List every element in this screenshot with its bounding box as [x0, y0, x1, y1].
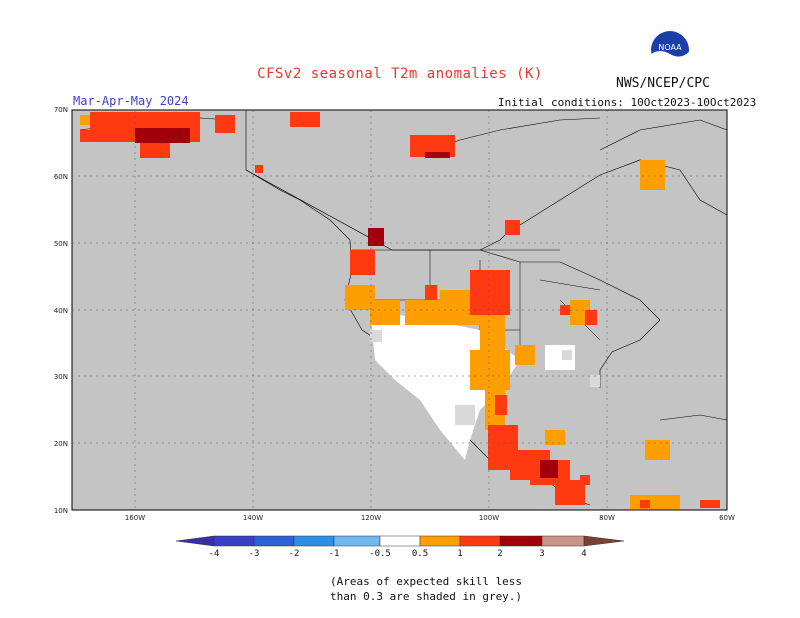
anomaly-darkred: [135, 128, 558, 478]
lat-labels: 70N 60N 50N 40N 30N 20N 10N: [54, 106, 68, 515]
initial-conditions: Initial conditions: 10Oct2023-10Oct2023: [498, 96, 757, 109]
legend-label: -4: [209, 549, 220, 559]
low-skill-grey: [370, 330, 600, 425]
footnote: (Areas of expected skill less than 0.3 a…: [330, 574, 550, 604]
legend-label: 3: [539, 549, 544, 559]
lon-label-100w: 100W: [479, 514, 499, 522]
agency-label: NWS/NCEP/CPC: [616, 76, 710, 91]
lon-label-80w: 80W: [599, 514, 615, 522]
footnote-line-1: (Areas of expected skill less: [330, 575, 523, 588]
noaa-logo: NOAA: [650, 30, 690, 70]
lat-label-30n: 30N: [54, 373, 68, 381]
legend-swatch-neutral: [379, 535, 421, 547]
legend-swatch-2-3: [499, 535, 543, 547]
legend-label: -1: [329, 549, 340, 559]
legend-swatch-below-4: [175, 535, 215, 547]
legend-label: 4: [581, 549, 586, 559]
legend-swatch-3-4: [541, 535, 585, 547]
graticule: [72, 110, 727, 510]
legend-swatch-4-3: [213, 535, 255, 547]
lon-label-140w: 140W: [243, 514, 263, 522]
lon-label-160w: 160W: [125, 514, 145, 522]
legend-label: 0.5: [412, 549, 428, 559]
legend-label: -2: [289, 549, 300, 559]
lon-label-60w: 60W: [719, 514, 735, 522]
color-legend: [175, 535, 625, 547]
legend-label: -3: [249, 549, 260, 559]
legend-swatch-2-1: [293, 535, 335, 547]
logo-text: NOAA: [658, 43, 682, 52]
legend-labels: -4 -3 -2 -1 -0.5 0.5 1 2 3 4: [209, 549, 587, 559]
lat-label-20n: 20N: [54, 440, 68, 448]
lon-label-120w: 120W: [361, 514, 381, 522]
chart-title: CFSv2 seasonal T2m anomalies (K): [257, 66, 543, 82]
legend-swatch-1-2: [459, 535, 501, 547]
legend-swatch-3-2: [253, 535, 295, 547]
lon-labels: 160W 140W 120W 100W 80W 60W: [125, 514, 735, 522]
forecast-period: Mar-Apr-May 2024: [73, 94, 189, 108]
lat-label-10n: 10N: [54, 507, 68, 515]
lat-label-40n: 40N: [54, 307, 68, 315]
legend-label: 2: [497, 549, 502, 559]
lat-label-50n: 50N: [54, 240, 68, 248]
legend-label: -0.5: [369, 549, 391, 559]
lat-label-70n: 70N: [54, 106, 68, 114]
footnote-line-2: than 0.3 are shaded in grey.): [330, 590, 523, 603]
legend-swatch-above-4: [583, 535, 625, 547]
legend-swatch-1-05: [333, 535, 381, 547]
legend-swatch-05-1: [419, 535, 461, 547]
legend-label: 1: [457, 549, 462, 559]
lat-label-60n: 60N: [54, 173, 68, 181]
